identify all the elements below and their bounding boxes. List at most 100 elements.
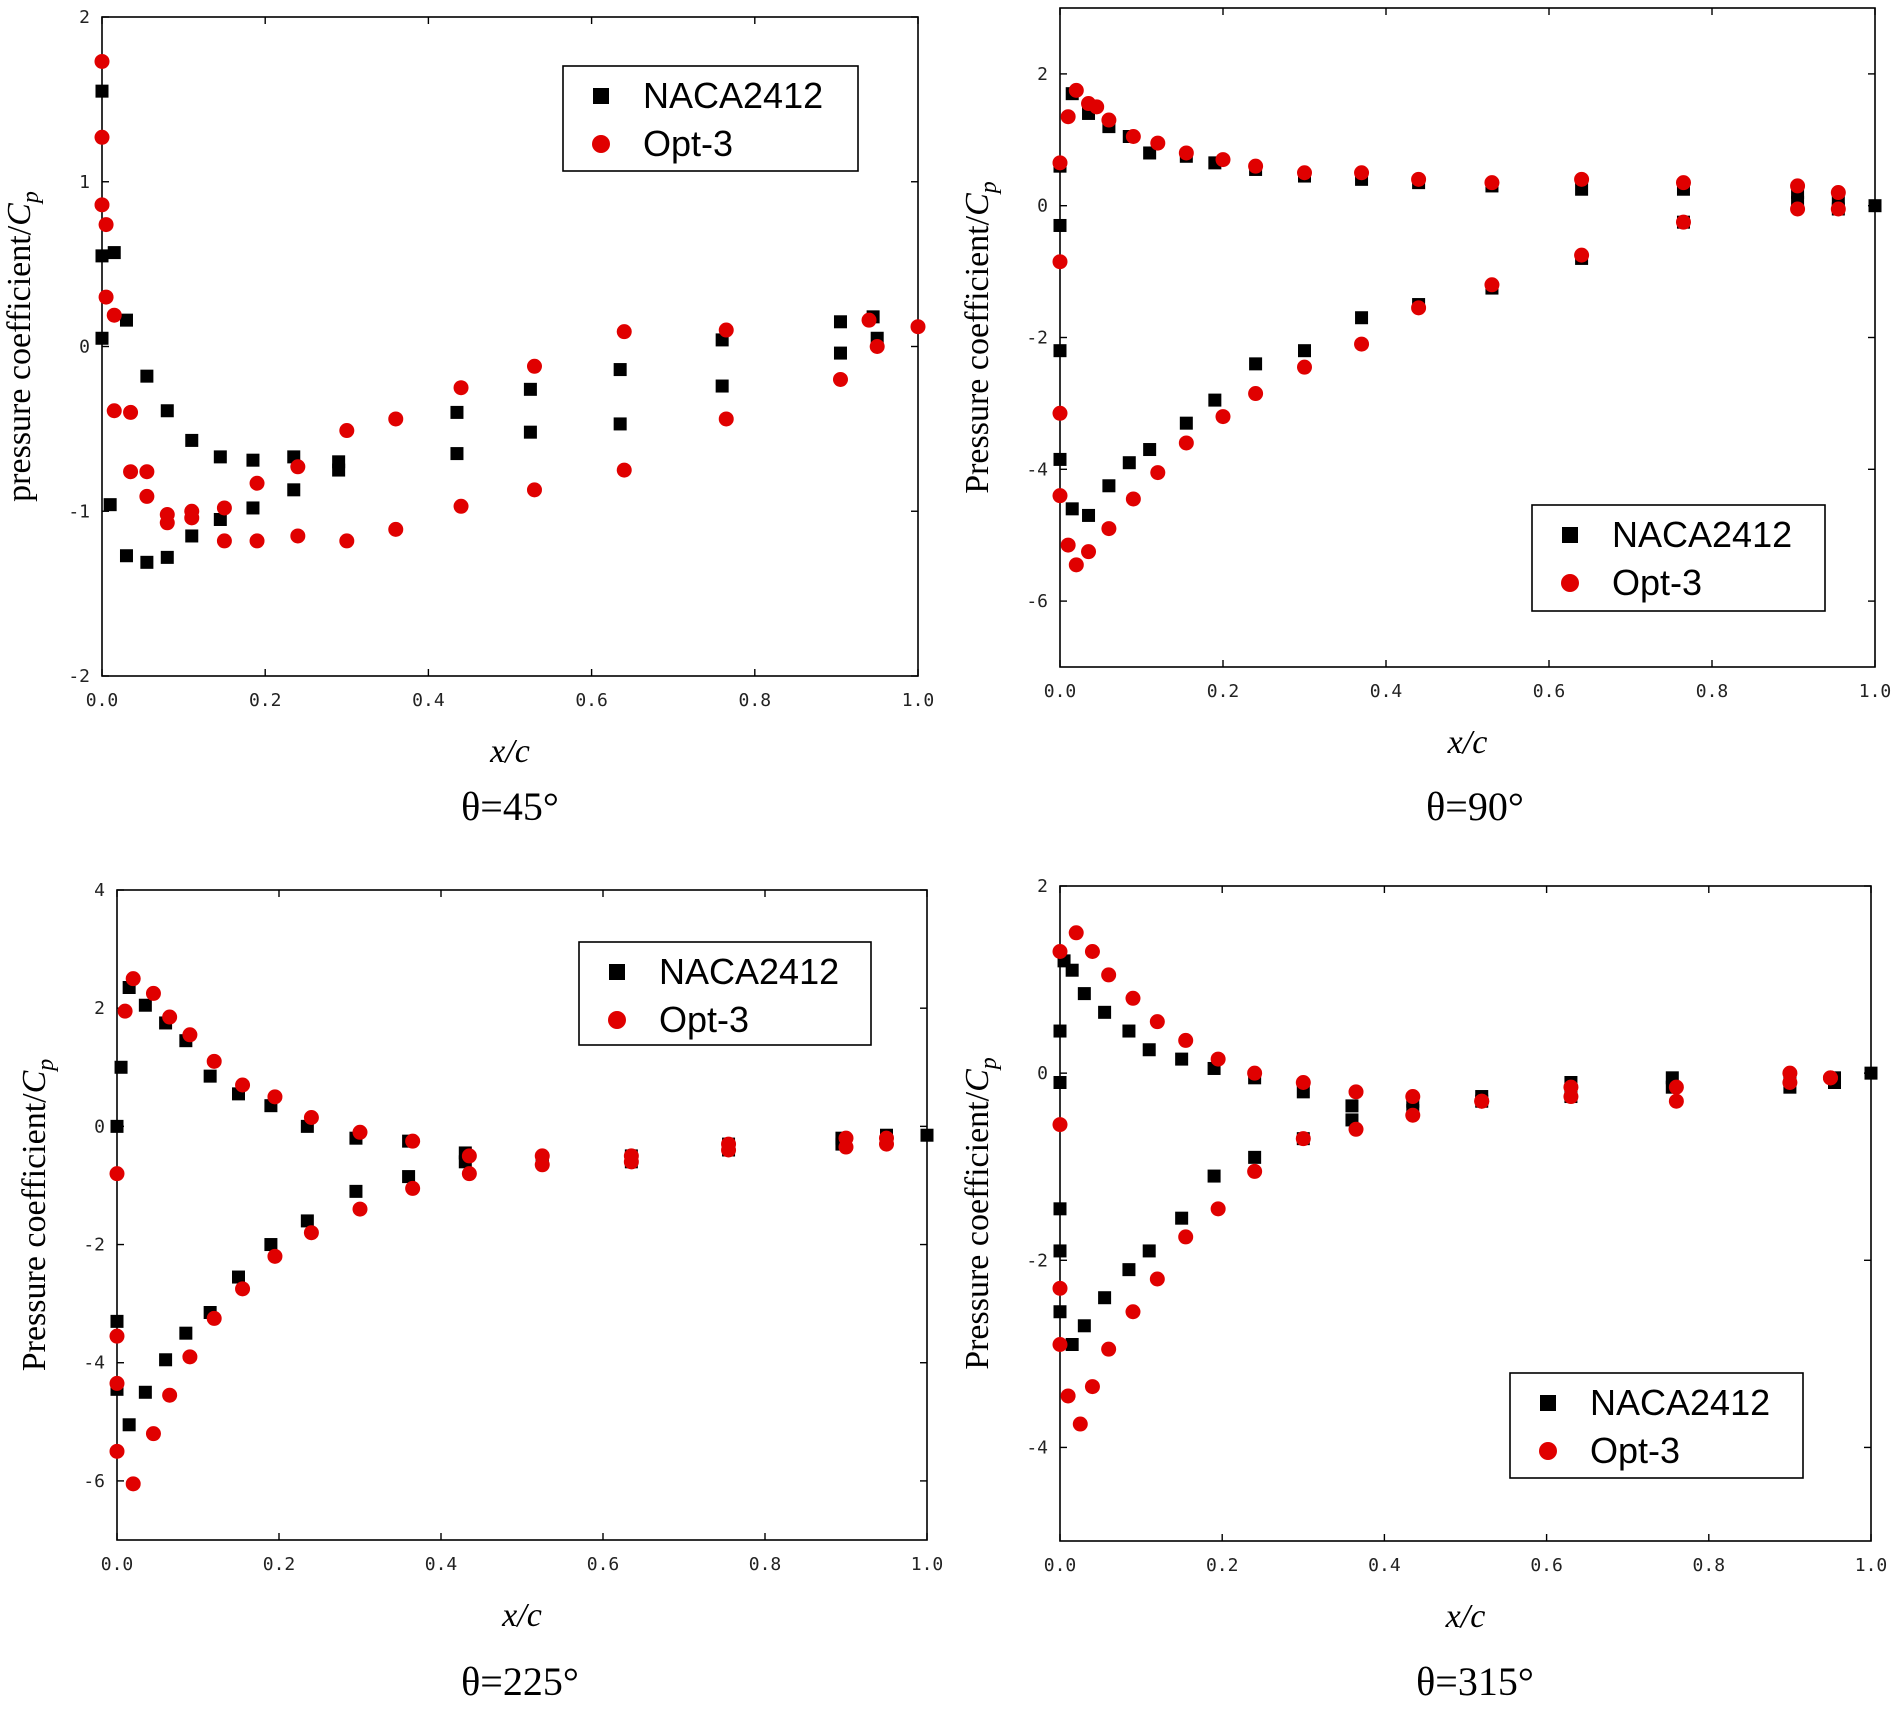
data-point [160,404,174,418]
y-tick-label: 1 [79,172,90,193]
data-point [206,1053,222,1069]
data-point [303,1110,319,1125]
data-point [267,1089,283,1105]
legend-marker [1561,574,1579,592]
data-point [94,53,110,69]
legend-box [1531,504,1826,612]
data-point [461,1166,477,1182]
data-point [159,1353,173,1367]
data-point [1247,1065,1263,1081]
data-point [109,1443,125,1459]
data-point [109,1166,125,1182]
data-point [1081,544,1097,560]
legend-marker [1540,1395,1556,1411]
data-point [123,404,139,420]
x-tick-label: 0.8 [1693,1555,1726,1576]
data-point [140,555,154,569]
y-tick-label: -4 [1026,1437,1048,1458]
data-point [1790,201,1806,217]
data-point [1563,1089,1579,1105]
data-point [162,1009,178,1025]
legend-marker [608,1011,626,1029]
x-axis-title: x/c [1445,1598,1486,1635]
data-point [1060,537,1076,553]
data-point [1142,1244,1156,1258]
data-point [106,307,122,323]
data-point [213,512,227,526]
series-naca2412 [1053,954,1878,1351]
legend-marker [1539,1442,1557,1460]
data-point [1675,175,1691,191]
data-point [246,453,260,467]
data-point [1053,344,1067,358]
data-point [123,464,139,480]
data-point [1354,336,1370,352]
data-point [1052,155,1068,171]
legend-marker [592,135,610,153]
panel-title-90: θ=90° [1426,784,1524,829]
data-point [98,289,114,305]
data-point [1065,1338,1079,1351]
data-point [1053,1244,1067,1258]
data-point [388,411,404,427]
data-point [349,1184,363,1198]
x-tick-label: 0.2 [1206,1555,1239,1576]
data-point [1348,1121,1364,1137]
data-point [613,363,627,377]
x-tick-label: 0.0 [1044,681,1077,702]
legend-label: NACA2412 [659,951,839,992]
data-point [718,322,734,338]
data-point [1668,1093,1684,1109]
legend-label: NACA2412 [643,75,823,116]
data-point [1474,1093,1490,1109]
data-point [1125,990,1141,1006]
data-point [1179,416,1193,430]
data-point [1864,1066,1878,1080]
data-point [523,425,537,439]
chart-panel-4: 0.0 0.2 0.4 0.6 0.8 1.0 -4 -2 0 2 x/c Pressure coef… [959,876,1887,1635]
data-point [1175,1211,1189,1225]
data-point [1348,1084,1364,1100]
data-point [450,405,464,419]
y-tick-label: 2 [94,998,105,1019]
y-tick-label: -2 [68,666,90,687]
data-point [1149,1014,1165,1030]
x-tick-label: 1.0 [902,690,935,711]
data-point [235,1077,251,1093]
data-point [1208,393,1222,407]
data-point [1782,1075,1798,1090]
data-point [1052,1337,1068,1352]
data-point [1574,247,1590,263]
panel-title-315: θ=315° [1416,1659,1534,1704]
data-point [1830,185,1846,201]
data-point [1668,1079,1684,1095]
data-point [1484,175,1500,191]
panel-title-45: θ=45° [461,784,559,829]
x-tick-label: 1.0 [1855,1555,1888,1576]
data-point [1098,1291,1112,1305]
data-point [526,358,542,374]
data-point [1149,1271,1165,1287]
data-point [125,1476,141,1492]
plot-frame [116,889,928,1541]
data-point [182,1349,198,1365]
data-point [1150,465,1166,481]
data-point [103,498,117,512]
data-point [1178,145,1194,161]
data-point [1178,435,1194,451]
data-point [110,1119,124,1133]
data-point [290,459,306,475]
data-point [122,1418,136,1432]
data-point [1053,1305,1067,1319]
data-point [1068,557,1084,573]
data-point [287,483,301,497]
data-point [216,533,232,549]
data-point [1122,1263,1136,1277]
data-point [1675,214,1691,230]
legend-label: Opt-3 [1590,1430,1680,1471]
data-point [405,1180,421,1196]
legend-label: Opt-3 [643,123,733,164]
data-point [160,550,174,564]
data-point [832,371,848,387]
data-point [139,464,155,480]
